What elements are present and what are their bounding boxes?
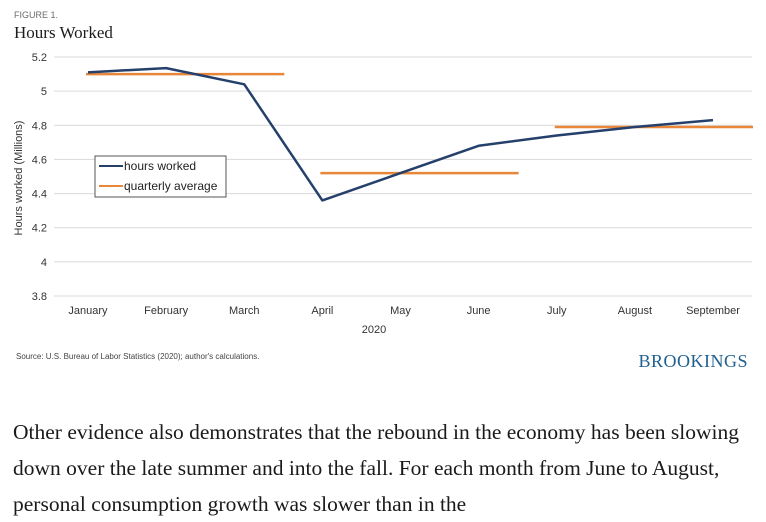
y-tick-label: 4.4 [32, 189, 47, 201]
x-axis-title: 2020 [362, 324, 386, 336]
x-tick-label: August [618, 305, 652, 317]
y-tick-label: 3.8 [32, 291, 47, 303]
legend: hours worked quarterly average [94, 155, 227, 198]
x-tick-label: May [390, 305, 411, 317]
x-tick-label: March [229, 305, 260, 317]
legend-box [94, 155, 227, 198]
x-tick-label: September [686, 305, 740, 317]
figure-label: FIGURE 1. [14, 10, 59, 20]
y-tick-label: 5 [41, 86, 47, 98]
y-tick-label: 4.6 [32, 154, 47, 166]
y-axis-ticks: 3.8 4 4.2 4.4 4.6 4.8 5 5.2 [32, 52, 47, 303]
brookings-logo: BROOKINGS [638, 351, 748, 371]
y-tick-label: 4 [41, 257, 47, 269]
x-axis-ticks: January February March April May June July Augu… [68, 305, 740, 317]
x-tick-label: February [144, 305, 189, 317]
hours-worked-chart: 3.8 4 4.2 4.4 4.6 4.8 5 5.2 January February Marc… [13, 52, 753, 336]
figure-title: Hours Worked [14, 23, 113, 42]
y-tick-label: 4.8 [32, 120, 47, 132]
hours-worked-series [87, 66, 714, 202]
x-tick-label: April [311, 305, 333, 317]
quarterly-average-series [86, 72, 753, 175]
legend-label-hours-worked: hours worked [124, 159, 196, 173]
figure-card: FIGURE 1. Hours Worked 3.8 4 4.2 4.4 4.6 4.8 5… [10, 8, 762, 371]
x-tick-label: July [547, 305, 567, 317]
article-body: Other evidence also demonstrates that th… [13, 414, 758, 522]
source-note: Source: U.S. Bureau of Labor Statistics … [16, 352, 260, 361]
y-tick-label: 4.2 [32, 223, 47, 235]
article-paragraph: Other evidence also demonstrates that th… [13, 420, 740, 516]
x-tick-label: January [68, 305, 108, 317]
x-tick-label: June [467, 305, 491, 317]
y-tick-label: 5.2 [32, 52, 47, 64]
y-axis-title: Hours worked (Millions) [13, 121, 25, 236]
legend-label-quarterly-average: quarterly average [124, 179, 218, 193]
